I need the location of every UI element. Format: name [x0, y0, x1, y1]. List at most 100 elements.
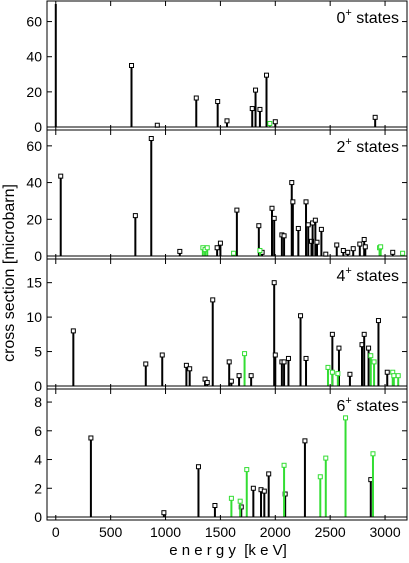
bar-marker — [295, 225, 301, 231]
bar-marker — [384, 369, 390, 375]
bar-marker — [204, 245, 210, 251]
bar-marker — [183, 362, 189, 368]
y-tick-label: 0 — [34, 248, 42, 264]
bar-marker — [159, 352, 165, 358]
y-tick-label: 20 — [26, 84, 42, 100]
bar-marker — [228, 378, 234, 384]
bar-marker — [290, 199, 296, 205]
bar-marker — [336, 345, 342, 351]
bar-marker — [257, 106, 263, 112]
bar-marker — [234, 207, 240, 213]
panel-label-number: 0 — [337, 10, 346, 27]
bar-marker — [289, 180, 295, 186]
bar-marker — [281, 359, 287, 365]
bar-marker — [325, 364, 331, 370]
bar-marker — [357, 241, 363, 247]
bar-marker — [272, 119, 278, 125]
bar-marker — [370, 451, 376, 457]
bar-marker — [271, 280, 277, 286]
panel-label-parity: + — [345, 7, 351, 19]
bar-marker — [249, 106, 255, 112]
bar-marker — [236, 373, 242, 379]
bar-marker — [281, 233, 287, 239]
panel-label: 2+ states — [337, 136, 399, 156]
bar-marker — [366, 345, 372, 351]
y-tick-label: 40 — [26, 175, 42, 191]
bar-marker — [272, 352, 278, 358]
y-tick-label: 0 — [34, 509, 42, 525]
bar-marker — [285, 355, 291, 361]
bar-marker — [257, 247, 263, 253]
y-tick-label: 60 — [26, 138, 42, 154]
bar-marker — [372, 114, 378, 120]
panel-frame — [46, 388, 408, 521]
bar-marker — [148, 136, 154, 142]
panel-2: 0 5 10 15 4+ states — [26, 258, 408, 394]
bar-marker — [187, 366, 193, 372]
y-tick-label: 0 — [34, 119, 42, 135]
y-tick-label: 4 — [34, 452, 42, 468]
panel-label: 6+ states — [337, 395, 399, 415]
bar-marker — [318, 226, 324, 232]
bar-marker — [378, 244, 384, 250]
panel-label-number: 2 — [337, 139, 346, 156]
y-axis-label: cross section [microbarn] — [1, 184, 18, 362]
bar-marker — [266, 471, 272, 477]
bar-marker — [329, 369, 335, 375]
bar-marker — [228, 495, 234, 501]
bar-marker — [329, 331, 335, 337]
y-tick-label: 8 — [34, 394, 42, 410]
bar-marker — [215, 99, 221, 105]
bar-marker — [214, 245, 220, 251]
bar-marker — [361, 331, 367, 337]
bar-marker — [204, 380, 210, 386]
panel-label-number: 4 — [337, 268, 346, 285]
bar-marker — [281, 462, 287, 468]
y-tick-label: 0 — [34, 378, 42, 394]
bar-marker — [177, 248, 183, 254]
bar-marker — [303, 355, 309, 361]
bar-marker — [350, 246, 356, 252]
bar-marker — [195, 464, 201, 470]
bar-marker — [212, 503, 218, 509]
bar-marker — [347, 371, 353, 377]
panel-label-suffix: states — [352, 139, 399, 156]
bar-marker — [323, 455, 329, 461]
bar-marker — [129, 63, 135, 68]
panel-1: 0 20 40 60 2+ states — [26, 129, 408, 264]
y-tick-label: 40 — [26, 49, 42, 65]
panel-label-number: 6 — [337, 398, 346, 415]
bar-marker — [343, 415, 349, 421]
y-tick-label: 60 — [26, 14, 42, 30]
y-tick-label: 20 — [26, 211, 42, 227]
bar-marker — [244, 467, 250, 473]
bar-marker — [70, 328, 76, 334]
bar-marker — [371, 359, 377, 365]
x-axis-label: e n e r g y [k e V] — [169, 542, 287, 559]
bar-marker — [210, 297, 216, 303]
bar-marker — [340, 247, 346, 253]
x-tick-label: 1500 — [205, 524, 236, 540]
bar-marker — [256, 223, 262, 229]
x-tick-label: 2000 — [260, 524, 291, 540]
bar-marker — [317, 474, 323, 480]
bar-marker — [303, 199, 309, 205]
bar-marker — [312, 217, 318, 223]
bar-marker — [334, 242, 340, 248]
bar-marker — [335, 371, 341, 377]
panel-label-suffix: states — [352, 398, 399, 415]
bar-marker — [305, 222, 311, 228]
bar-marker — [267, 120, 273, 126]
bar-marker — [264, 72, 270, 78]
bar-marker — [375, 318, 381, 324]
bar-marker — [368, 353, 374, 359]
bar-marker — [224, 118, 230, 124]
bar-marker — [314, 239, 320, 245]
bar-marker — [242, 351, 248, 357]
x-tick-label: 3000 — [369, 524, 400, 540]
y-tick-label: 2 — [34, 480, 42, 496]
bar-marker — [271, 215, 277, 221]
